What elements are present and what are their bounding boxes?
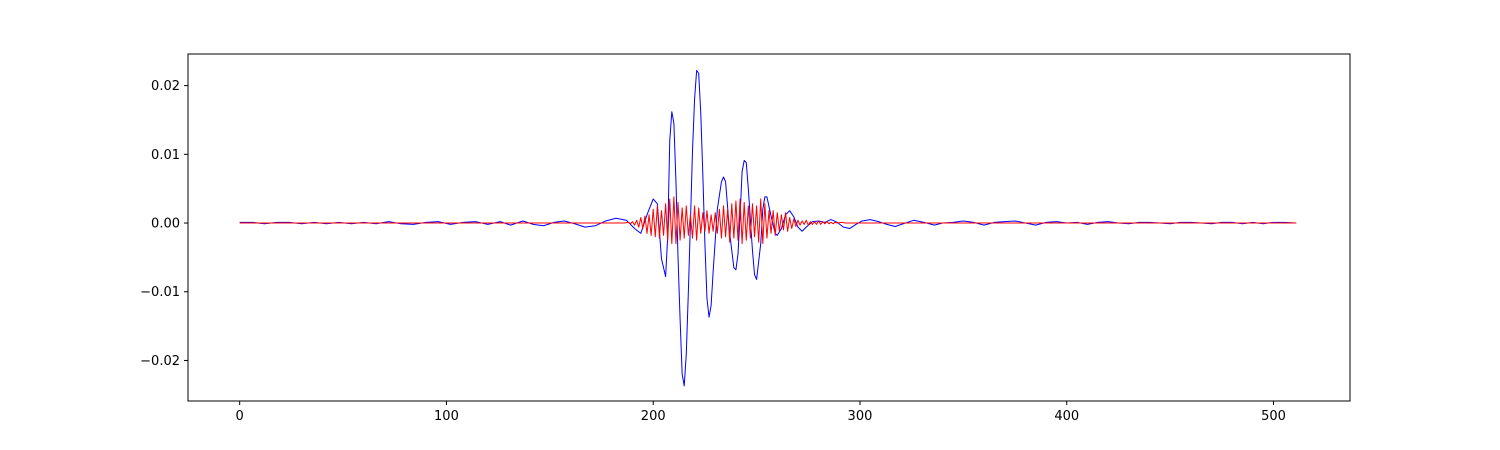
x-tick-label: 500 (1261, 409, 1286, 424)
series-line-2 (239, 196, 1297, 245)
x-axis-ticks: 0 100 200 300 400 500 (236, 401, 1286, 424)
plot-area-frame (187, 53, 1351, 402)
x-tick-label: 0 (236, 409, 244, 424)
y-tick-label: 0.02 (151, 79, 180, 94)
y-tick-label: −0.02 (140, 354, 180, 369)
x-tick-label: 300 (848, 409, 873, 424)
series-layer (239, 69, 1297, 387)
y-tick-label: 0.00 (151, 217, 180, 232)
x-tick-label: 100 (434, 409, 459, 424)
y-tick-label: −0.01 (140, 285, 180, 300)
x-tick-label: 400 (1054, 409, 1079, 424)
y-axis-ticks: −0.02 −0.01 0.00 0.01 0.02 (140, 79, 188, 369)
x-tick-label: 200 (641, 409, 666, 424)
y-tick-label: 0.01 (151, 148, 180, 163)
